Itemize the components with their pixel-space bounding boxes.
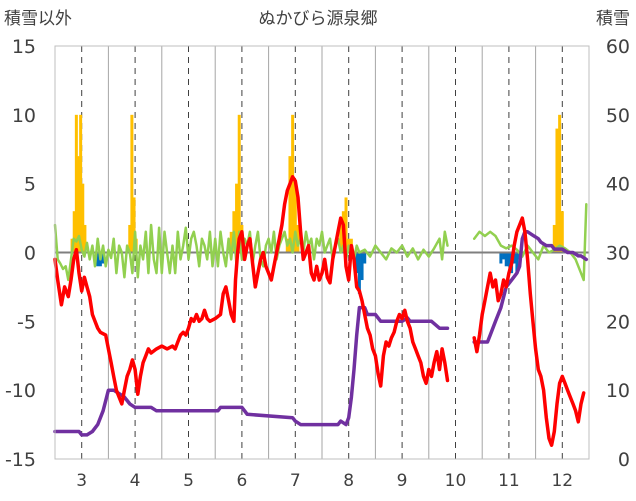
y-right-tick-label: 0 bbox=[618, 449, 630, 471]
precip-bar bbox=[76, 156, 80, 253]
left-axis-ticks: 15 10 5 0 -5 -10 -15 bbox=[5, 36, 36, 471]
x-tick-label: 12 bbox=[551, 471, 573, 491]
y-right-tick-label: 40 bbox=[606, 174, 630, 196]
right-axis-label: 積雪 bbox=[596, 9, 630, 29]
precip-bar-negative bbox=[515, 252, 519, 274]
y-left-tick-label: 15 bbox=[12, 36, 36, 58]
precip-bar bbox=[72, 211, 76, 253]
precip-bar bbox=[288, 156, 292, 253]
y-right-tick-label: 50 bbox=[606, 105, 630, 127]
x-tick-label: 4 bbox=[130, 471, 141, 491]
series-line-daily_change bbox=[53, 223, 449, 282]
y-left-tick-label: 0 bbox=[24, 243, 36, 265]
precip-bar bbox=[237, 114, 241, 253]
precip-bar-negative bbox=[504, 252, 508, 267]
y-left-tick-label: -15 bbox=[5, 449, 36, 471]
x-tick-label: 3 bbox=[76, 471, 87, 491]
x-tick-label: 11 bbox=[498, 471, 520, 491]
precip-bar-negative bbox=[357, 252, 361, 294]
precip-bar bbox=[74, 114, 78, 253]
precip-bar bbox=[83, 224, 87, 253]
x-tick-label: 8 bbox=[343, 471, 354, 491]
precip-bar bbox=[128, 224, 132, 253]
x-tick-label: 5 bbox=[183, 471, 194, 491]
y-right-tick-label: 60 bbox=[606, 36, 630, 58]
precip-bar bbox=[558, 114, 562, 253]
precip-bar-negative bbox=[355, 252, 359, 274]
series-line-temperature_b bbox=[472, 216, 586, 447]
x-tick-label: 6 bbox=[236, 471, 247, 491]
precip-bar bbox=[291, 114, 295, 253]
precip-bar-negative bbox=[363, 252, 367, 264]
x-tick-label: 7 bbox=[290, 471, 301, 491]
plot-border bbox=[54, 45, 590, 460]
y-left-tick-label: 5 bbox=[24, 174, 36, 196]
y-left-tick-label: 10 bbox=[12, 105, 36, 127]
series-line-snow_depth bbox=[53, 305, 450, 437]
precip-bar-negative bbox=[499, 252, 503, 264]
series-lines bbox=[53, 175, 589, 447]
x-tick-label: 9 bbox=[397, 471, 408, 491]
precip-bar bbox=[552, 224, 556, 253]
y-right-tick-label: 20 bbox=[606, 311, 630, 333]
left-axis-label: 積雪以外 bbox=[4, 9, 72, 29]
precip-bar bbox=[296, 224, 300, 253]
precip-bar-negative bbox=[502, 252, 506, 260]
precip-bar-negative bbox=[507, 252, 511, 267]
precip-bar bbox=[79, 114, 83, 253]
series-line-daily_change_b bbox=[472, 203, 588, 282]
precip-bar bbox=[339, 224, 343, 253]
x-axis-ticks: 3 4 5 6 7 8 9 10 11 12 bbox=[76, 471, 573, 491]
y-right-tick-label: 30 bbox=[606, 243, 630, 265]
precip-bar bbox=[344, 197, 348, 253]
precip-bar bbox=[229, 231, 233, 253]
y-right-tick-label: 10 bbox=[606, 380, 630, 402]
precip-bar-negative bbox=[101, 252, 105, 264]
precip-bar bbox=[132, 197, 136, 253]
precip-bar bbox=[81, 183, 85, 253]
y-left-tick-label: -5 bbox=[17, 311, 36, 333]
precip-bar bbox=[293, 183, 297, 253]
precip-bar bbox=[560, 211, 564, 253]
y-left-tick-label: -10 bbox=[5, 380, 36, 402]
precip-bar-negative bbox=[96, 252, 100, 267]
precip-bar bbox=[235, 183, 239, 253]
precip-bar-negative bbox=[512, 252, 516, 264]
series-line-temperature bbox=[53, 175, 450, 406]
precip-bar bbox=[555, 128, 559, 253]
chart-title: ぬかびら源泉郷 bbox=[259, 9, 378, 29]
precip-bar bbox=[130, 114, 134, 253]
right-axis-ticks: 60 50 40 30 20 10 0 bbox=[606, 36, 630, 471]
series-line-snow_depth_b bbox=[472, 230, 589, 344]
precip-bar-negative bbox=[360, 252, 364, 281]
x-tick-label: 10 bbox=[445, 471, 467, 491]
